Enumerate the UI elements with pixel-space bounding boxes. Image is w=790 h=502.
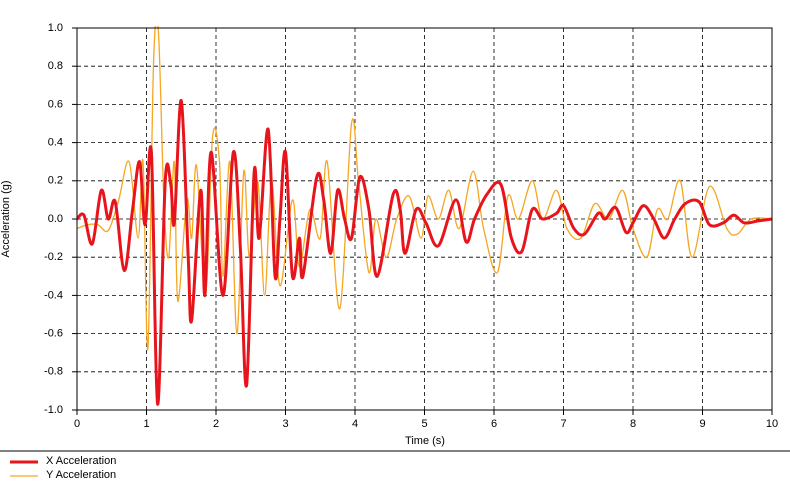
plot-frame	[76, 27, 773, 411]
x-tick-label: 0	[74, 418, 80, 430]
y-tick-label: 0.8	[48, 60, 63, 72]
x-tick-label: 10	[766, 418, 778, 430]
y-tick-label: -0.6	[44, 328, 63, 340]
x-axis-label: Time (s)	[405, 435, 445, 447]
y-tick-label: -0.2	[44, 251, 63, 263]
y-tick-label: -0.8	[44, 366, 63, 378]
y-axis-label: Acceleration (g)	[0, 180, 12, 257]
x-tick-label: 4	[352, 418, 358, 430]
x-tick-label: 9	[699, 418, 705, 430]
x-tick-label: 1	[143, 418, 149, 430]
legend-label: Y Acceleration	[46, 469, 116, 481]
x-tick-label: 3	[282, 418, 288, 430]
legend-label: X Acceleration	[46, 455, 116, 467]
y-tick-label: 1.0	[48, 22, 63, 34]
y-tick-label: 0.6	[48, 98, 63, 110]
y-tick-label: 0.4	[48, 137, 63, 149]
x-tick-label: 5	[421, 418, 427, 430]
y-tick-label: 0.2	[48, 175, 63, 187]
y-tick-label: -0.4	[44, 289, 63, 301]
y-tick-label: 0.0	[48, 213, 63, 225]
x-tick-label: 7	[560, 418, 566, 430]
x-tick-label: 6	[491, 418, 497, 430]
x-tick-label: 2	[213, 418, 219, 430]
data-line	[77, 99, 772, 406]
y-tick-label: -1.0	[44, 404, 63, 416]
x-tick-label: 8	[630, 418, 636, 430]
